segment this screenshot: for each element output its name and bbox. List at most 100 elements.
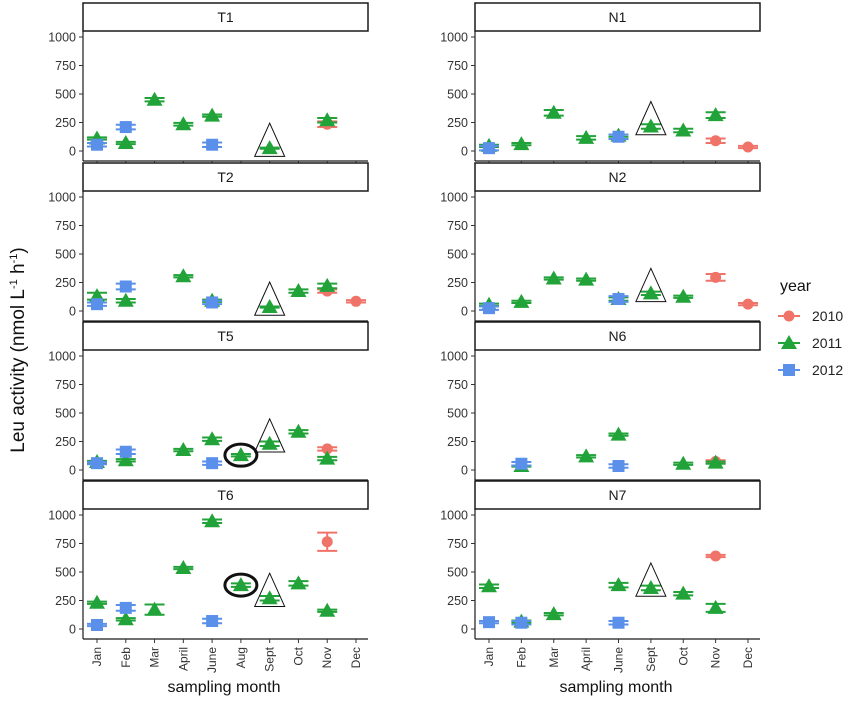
data-point-2011 (673, 288, 694, 303)
marker-square (91, 138, 103, 151)
marker-triangle (513, 293, 530, 308)
x-tick-label: Sept (644, 646, 658, 671)
marker-circle (321, 443, 333, 455)
data-point-2012 (479, 616, 499, 629)
marker-square (91, 619, 103, 632)
data-point-2012 (87, 619, 107, 632)
data-point-2010 (317, 531, 338, 552)
y-tick-label: 0 (461, 145, 468, 159)
panel-t5: T5 0 250 500 750 1000 (48, 321, 369, 484)
y-tick-label: 500 (55, 566, 76, 580)
data-point-2011 (543, 606, 564, 621)
data-point-2011 (673, 122, 694, 137)
y-tick-label: 1000 (48, 191, 76, 205)
data-point-2012 (202, 296, 223, 309)
y-tick-label: 250 (55, 116, 76, 130)
data-point-2012 (115, 601, 136, 614)
x-tick-label: Jan (482, 647, 496, 666)
x-axis-title-right: sampling month (560, 679, 673, 696)
y-tick-label: 1000 (440, 350, 468, 364)
data-point-2012 (115, 280, 136, 293)
marker-triangle (290, 423, 307, 438)
panel-n1: N1 0 250 500 750 1000 (440, 2, 761, 165)
legend-label: 2012 (812, 362, 843, 378)
data-point-2010 (738, 298, 758, 310)
legend-marker-triangle (781, 335, 797, 349)
marker-square (91, 298, 103, 311)
y-tick-label: 750 (55, 537, 76, 551)
y-tick-label: 500 (447, 407, 468, 421)
y-tick-label: 750 (55, 59, 76, 73)
data-point-2011 (202, 107, 223, 122)
legend-title: year (780, 278, 812, 295)
highlight-circle (223, 572, 259, 598)
data-point-2011 (230, 447, 251, 462)
data-point-2011 (173, 560, 194, 575)
legend-items: 2010 2011 2012 (778, 308, 843, 378)
y-tick-label: 500 (447, 248, 468, 262)
marker-triangle (481, 578, 497, 593)
panel-strip (82, 2, 369, 32)
y-tick-label: 500 (447, 88, 468, 102)
marker-triangle (707, 599, 724, 614)
marker-triangle (319, 112, 336, 127)
y-tick-label: 750 (447, 59, 468, 73)
y-axis-title: Leu activity (nmol L-1 h-1) (8, 247, 29, 452)
data-point-2011 (608, 426, 629, 441)
data-point-2010 (317, 443, 338, 455)
data-point-2011 (115, 292, 136, 307)
data-point-2012 (479, 302, 499, 315)
marker-square (206, 138, 219, 151)
x-tick-label: April (176, 647, 190, 671)
marker-triangle (204, 107, 221, 122)
marker-triangle (117, 292, 134, 307)
data-point-2012 (87, 457, 107, 470)
y-tick-label: 0 (69, 464, 76, 478)
marker-circle (350, 295, 362, 307)
marker-square (119, 280, 132, 293)
data-point-2012 (202, 615, 223, 628)
data-point-2011 (673, 585, 694, 600)
legend: year 2010 2011 2012 (778, 278, 843, 378)
data-point-2012 (202, 457, 223, 470)
data-point-2012 (608, 460, 629, 473)
marker-square (483, 302, 495, 315)
data-point-2012 (87, 298, 107, 311)
x-tick-label: Nov (709, 647, 723, 668)
marker-square (91, 457, 103, 470)
data-point-2011 (511, 293, 532, 308)
y-tick-label: 750 (55, 219, 76, 233)
marker-square (612, 616, 625, 629)
x-tick-label: Nov (320, 647, 334, 668)
marker-triangle (578, 271, 595, 286)
data-point-2010 (346, 295, 366, 307)
data-point-2010 (705, 271, 726, 283)
data-point-2012 (87, 138, 107, 151)
panel-n2: N2 0 250 500 750 1000 (440, 162, 761, 325)
marker-triangle (89, 594, 105, 609)
panel-strip (82, 321, 369, 351)
marker-square (119, 601, 132, 614)
marker-circle (710, 550, 722, 562)
y-tick-label: 250 (447, 594, 468, 608)
data-point-2011 (705, 599, 726, 614)
data-point-2011 (576, 448, 597, 463)
marker-triangle (146, 91, 163, 106)
data-point-2011 (705, 107, 726, 122)
marker-square (612, 293, 625, 306)
marker-triangle (290, 283, 307, 298)
marker-square (206, 457, 219, 470)
data-point-2012 (608, 616, 629, 629)
data-point-2012 (608, 293, 629, 306)
marker-triangle (204, 431, 221, 446)
data-point-2011 (173, 116, 194, 131)
data-point-2011 (640, 285, 661, 300)
data-point-2011 (543, 270, 564, 285)
x-tick-label: Dec (349, 647, 363, 668)
marker-triangle (319, 602, 336, 617)
data-point-2011 (115, 611, 136, 626)
y-tick-label: 0 (69, 145, 76, 159)
data-point-2011 (288, 423, 309, 438)
highlight-triangle (635, 561, 667, 597)
x-tick-label: June (612, 647, 626, 673)
